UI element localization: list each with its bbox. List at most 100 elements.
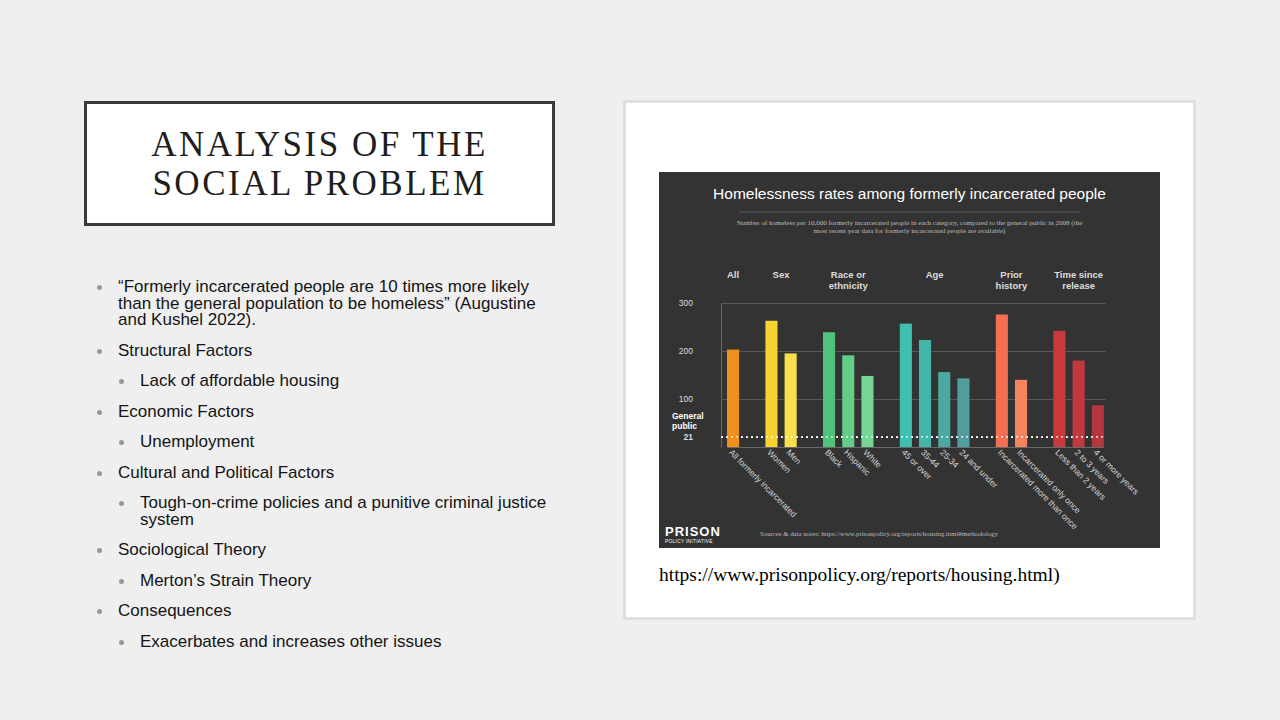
x-tick: White xyxy=(861,447,884,470)
text-line: release xyxy=(1062,280,1095,291)
slide-title: SOCIAL PROBLEM xyxy=(152,164,486,203)
bar xyxy=(823,332,835,447)
x-axis: All formerly incarceratedWomenMenBlackHi… xyxy=(727,447,1141,531)
bullet-item: Unemployment xyxy=(97,434,548,451)
grid-line xyxy=(721,303,1106,304)
bullet-text: Lack of affordable housing xyxy=(140,371,339,390)
bullet-text: Exacerbates and increases other issues xyxy=(140,632,441,651)
bar xyxy=(1053,331,1065,447)
bars xyxy=(727,315,1104,447)
chart-title: Homelessness rates among formerly incarc… xyxy=(713,185,1106,202)
y-tick: 200 xyxy=(679,346,1106,356)
bullet-text: “Formerly incarcerated people are 10 tim… xyxy=(118,277,536,329)
text-line: All xyxy=(727,269,739,280)
text-line: Time since xyxy=(1054,269,1103,280)
bar xyxy=(1092,405,1104,447)
bullet-dot xyxy=(119,440,124,445)
bullet-item: “Formerly incarcerated people are 10 tim… xyxy=(97,279,548,329)
bar xyxy=(842,355,854,447)
bullet-item: Consequences xyxy=(97,603,548,620)
source-note: Sources & data notes: https://www.prison… xyxy=(760,530,998,537)
x-tick-label: 4 or more years xyxy=(1092,447,1141,496)
text-line: General xyxy=(672,411,704,421)
bullet-dot xyxy=(97,410,102,415)
title-rule xyxy=(739,212,1080,213)
x-axis-line xyxy=(728,447,1105,448)
x-tick-label: Black xyxy=(823,447,845,469)
x-tick-label: 24 and under xyxy=(957,447,1000,490)
logo-name: PRISON xyxy=(665,524,721,539)
group-label: Race orethnicity xyxy=(829,269,869,291)
bar xyxy=(785,353,797,447)
x-tick: 4 or more years xyxy=(1092,447,1141,497)
bullet-item: Lack of affordable housing xyxy=(97,373,548,390)
bar xyxy=(727,350,739,447)
bullet-item: Tough-on-crime policies and a punitive c… xyxy=(97,495,548,528)
bullet-text: Structural Factors xyxy=(118,341,252,360)
bullet-text: Merton’s Strain Theory xyxy=(140,571,311,590)
reference-line xyxy=(721,436,1106,437)
text-line: ethnicity xyxy=(829,280,869,291)
text-line: public xyxy=(672,421,697,431)
bullet-item: Structural Factors xyxy=(97,343,548,360)
group-label: All xyxy=(727,269,739,280)
slide-title: ANALYSIS OF THE xyxy=(151,125,488,164)
x-tick: 24 and under xyxy=(957,447,1000,490)
bullet-item: Cultural and Political Factors xyxy=(97,465,548,482)
bullet-dot xyxy=(97,548,102,553)
logo-subname: POLICY INITIATIVE xyxy=(665,539,713,544)
bullet-text: Cultural and Political Factors xyxy=(118,463,334,482)
bar xyxy=(938,372,950,447)
bar xyxy=(900,324,912,447)
bullet-item: Sociological Theory xyxy=(97,542,548,559)
bullet-text: Economic Factors xyxy=(118,402,254,421)
grid-line xyxy=(721,351,1106,352)
text-line: Age xyxy=(926,269,944,280)
x-tick-label: 35-44 xyxy=(919,447,942,470)
x-tick-label: 25-34 xyxy=(938,447,961,470)
bullet-item: Merton’s Strain Theory xyxy=(97,573,548,590)
bullet-text: Tough-on-crime policies and a punitive c… xyxy=(140,493,546,529)
bullet-item: Exacerbates and increases other issues xyxy=(97,634,548,651)
text-line: Prior xyxy=(1000,269,1022,280)
bullet-text: Unemployment xyxy=(140,432,254,451)
bar xyxy=(1073,361,1085,447)
chart: Homelessness rates among formerly incarc… xyxy=(659,172,1160,548)
bullet-dot xyxy=(97,471,102,476)
grid-line xyxy=(721,399,1106,400)
reference-label: Generalpublic xyxy=(672,411,704,431)
x-tick: 25-34 xyxy=(938,447,961,470)
y-tick: 300 xyxy=(679,298,1106,308)
text-line: Number of homeless per 10,000 formerly i… xyxy=(737,219,1083,227)
y-tick: 21 xyxy=(684,432,1106,442)
image-caption: https://www.prisonpolicy.org/reports/hou… xyxy=(659,564,1060,586)
bullet-item: Economic Factors xyxy=(97,404,548,421)
y-tick: 100 xyxy=(679,394,1106,404)
group-label: Priorhistory xyxy=(996,269,1028,291)
text-line: Sex xyxy=(773,269,791,280)
y-tick-label: 100 xyxy=(679,394,693,404)
title-box: ANALYSIS OF THESOCIAL PROBLEM xyxy=(84,101,555,226)
x-tick: Black xyxy=(823,447,845,470)
bar xyxy=(765,321,777,447)
y-axis: 21 100 200 300 xyxy=(679,298,1106,447)
bar xyxy=(996,315,1008,447)
bullet-text: Consequences xyxy=(118,601,231,620)
bullet-dot xyxy=(119,579,124,584)
x-tick: Incarcerated only once xyxy=(1015,447,1083,515)
x-tick-label: Men xyxy=(785,447,804,466)
x-tick-label: All formerly incarcerated xyxy=(727,447,799,519)
y-tick-label: 300 xyxy=(679,298,693,308)
bullet-dot xyxy=(97,349,102,354)
bullet-text: Sociological Theory xyxy=(118,540,266,559)
bar xyxy=(919,340,931,447)
bullet-dot xyxy=(119,501,124,506)
text-line: history xyxy=(996,280,1028,291)
text-line: Race or xyxy=(831,269,866,280)
y-axis-line xyxy=(721,304,722,448)
x-tick-label: Incarcerated only once xyxy=(1015,447,1083,515)
x-tick: 35-44 xyxy=(919,447,942,470)
group-label: Time sincerelease xyxy=(1054,269,1103,291)
x-tick-label: White xyxy=(861,447,884,470)
bullet-dot xyxy=(97,609,102,614)
